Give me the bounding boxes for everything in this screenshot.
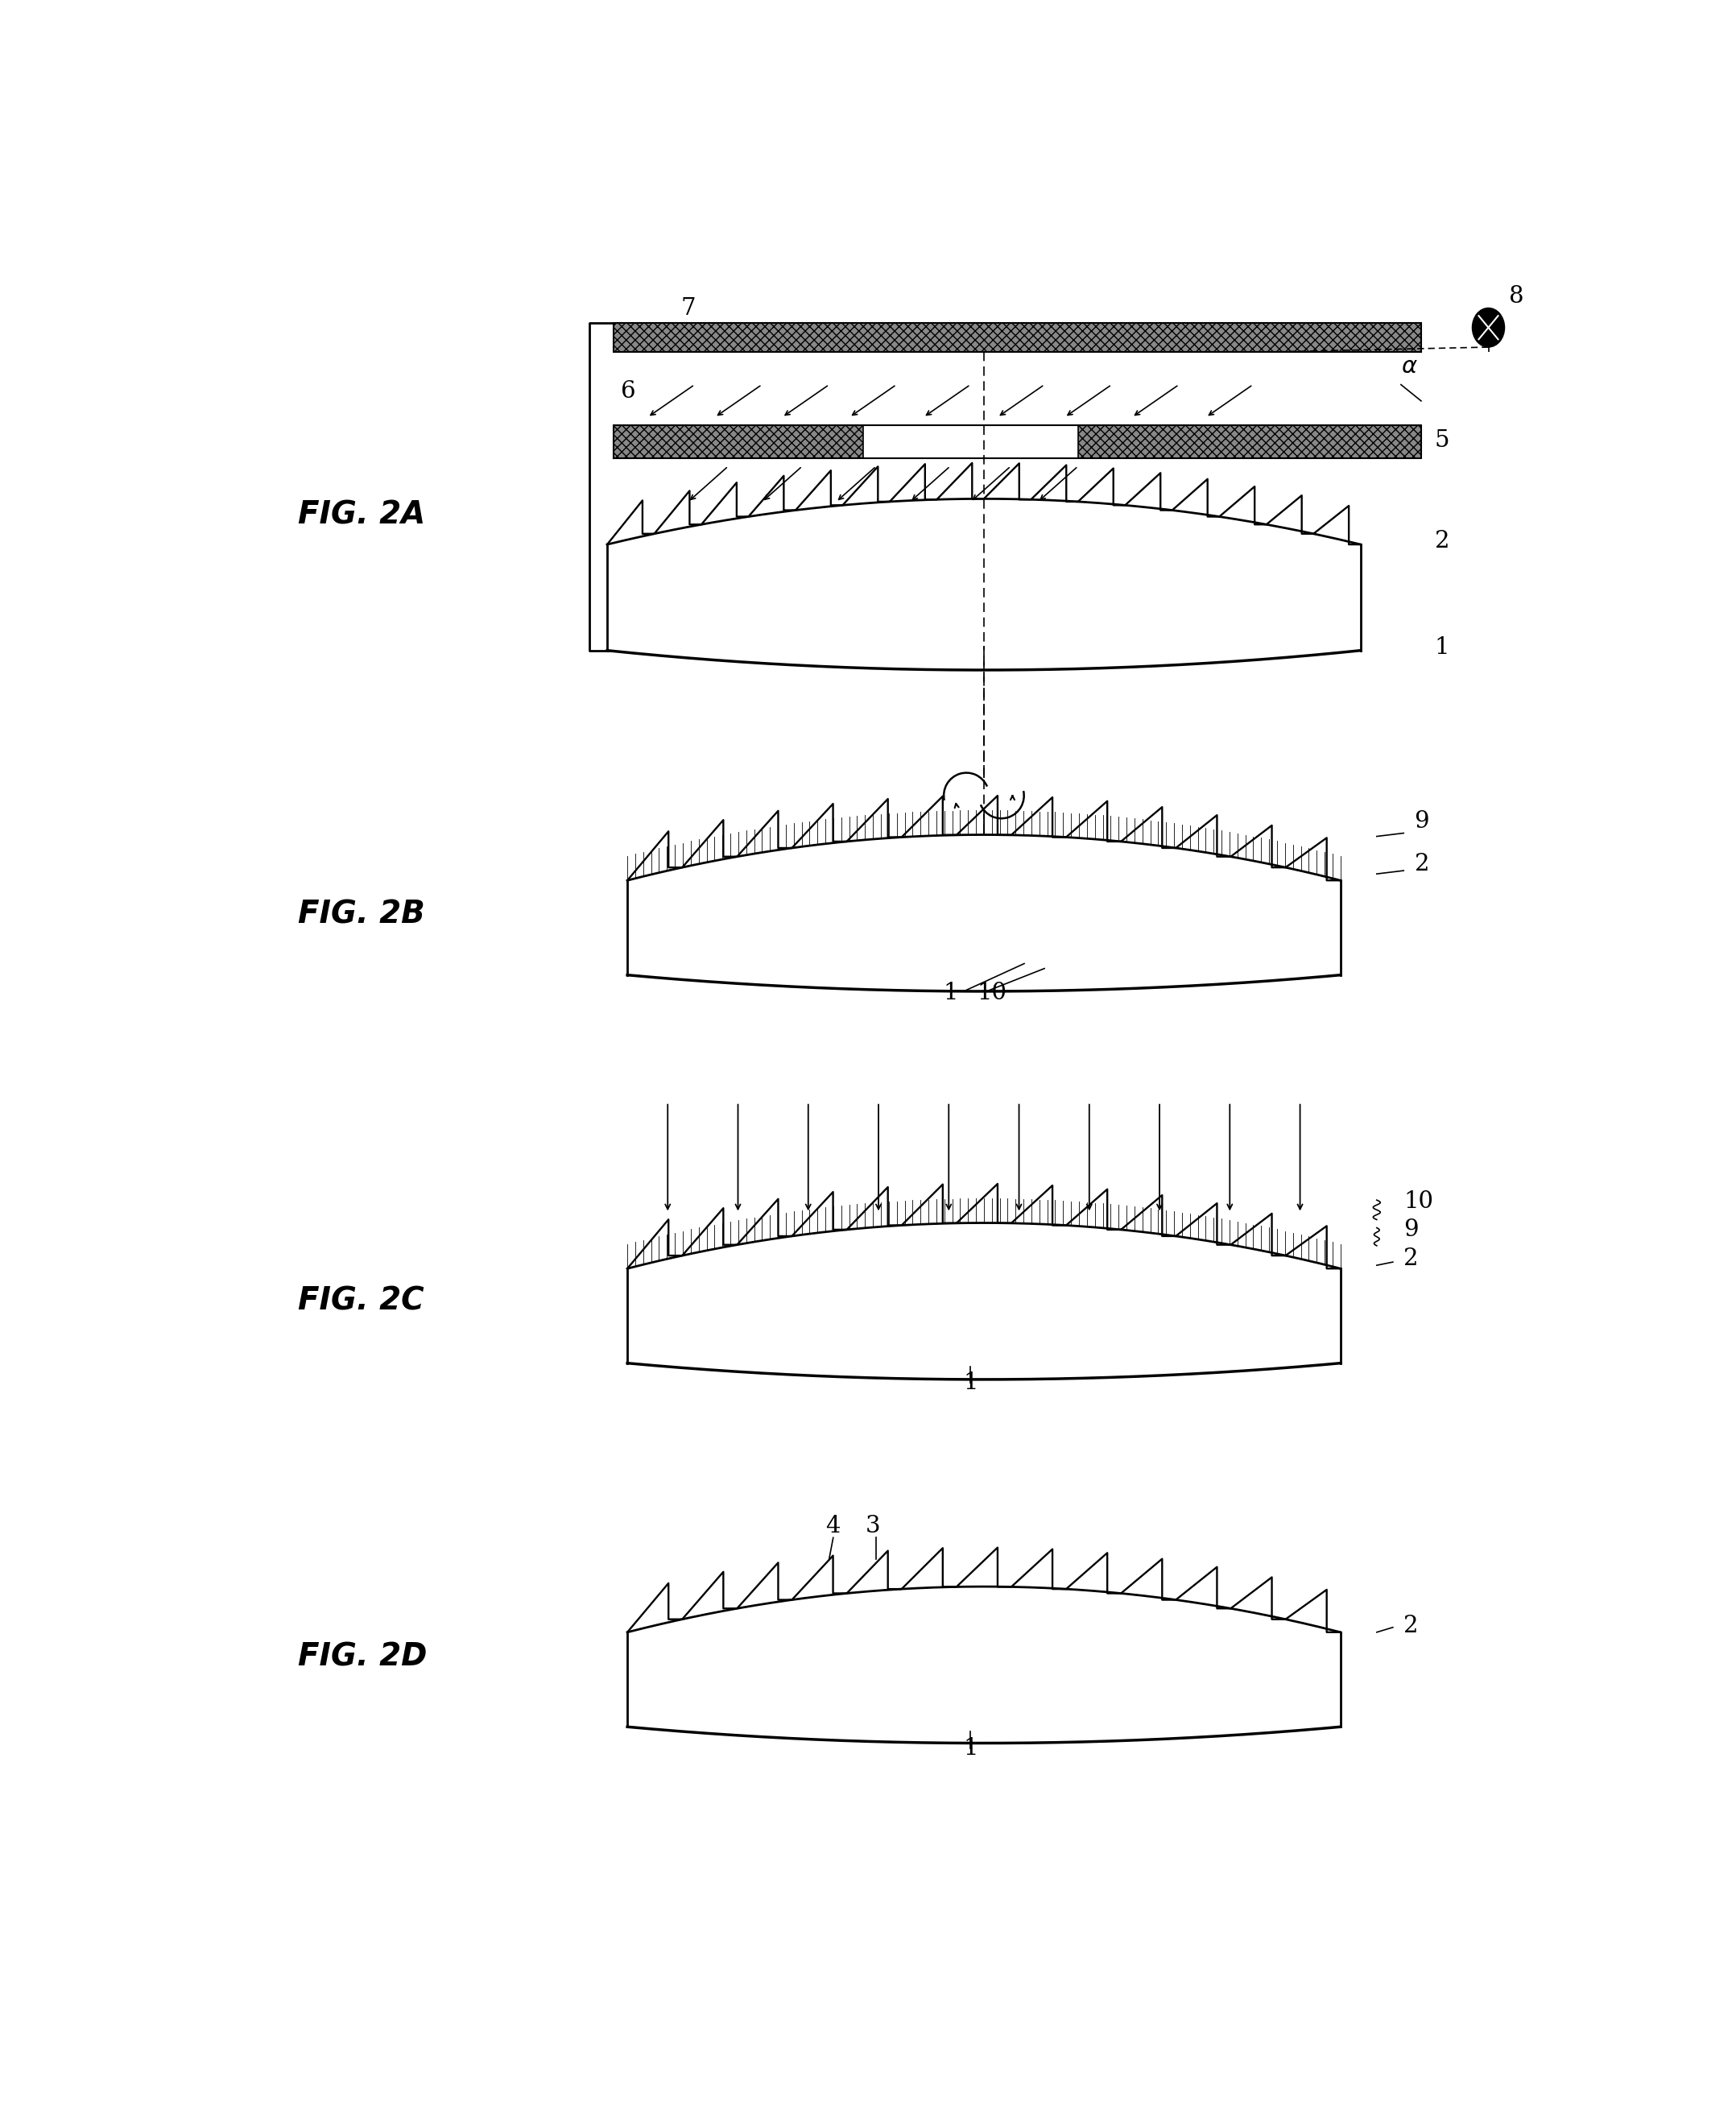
Circle shape xyxy=(1472,307,1505,347)
Bar xyxy=(615,322,1422,352)
Text: 9: 9 xyxy=(1404,1218,1418,1241)
Text: 1: 1 xyxy=(944,983,958,1004)
Text: 1: 1 xyxy=(1434,635,1450,659)
Text: 2: 2 xyxy=(1415,854,1429,875)
Text: 3: 3 xyxy=(866,1514,880,1538)
Bar xyxy=(1078,426,1422,457)
Text: 2: 2 xyxy=(1434,530,1450,553)
Text: 10: 10 xyxy=(977,983,1007,1004)
Text: FIG. 2B: FIG. 2B xyxy=(299,900,425,930)
Bar xyxy=(615,426,863,457)
Text: 7: 7 xyxy=(681,297,696,320)
Text: FIG. 2C: FIG. 2C xyxy=(299,1286,424,1317)
Text: 2: 2 xyxy=(1404,1614,1418,1637)
Text: 10: 10 xyxy=(1404,1190,1434,1214)
Text: 5: 5 xyxy=(1434,428,1450,451)
Text: 6: 6 xyxy=(621,379,635,402)
Text: FIG. 2D: FIG. 2D xyxy=(299,1641,427,1671)
Text: 1: 1 xyxy=(963,1737,979,1760)
Text: 2: 2 xyxy=(1404,1248,1418,1271)
Text: $\alpha$: $\alpha$ xyxy=(1401,356,1418,377)
Text: 4: 4 xyxy=(825,1514,840,1538)
Text: FIG. 2A: FIG. 2A xyxy=(299,500,425,530)
Text: 1: 1 xyxy=(963,1372,979,1394)
Text: 8: 8 xyxy=(1509,286,1524,307)
Text: 9: 9 xyxy=(1415,811,1429,832)
